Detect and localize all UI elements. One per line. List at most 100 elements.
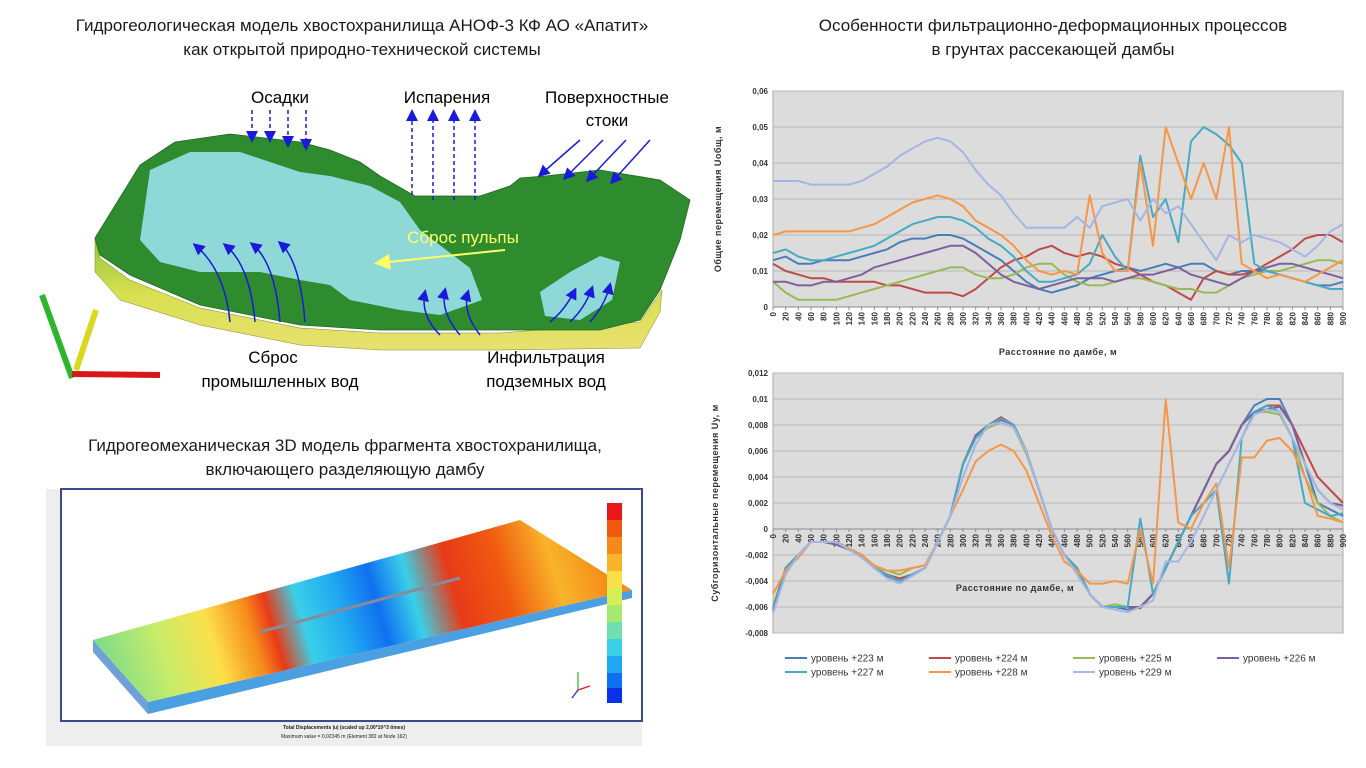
x-tick-label: 900 [1339,311,1348,325]
series-line [772,408,1344,614]
pond [140,152,482,315]
y-tick-label: 0,002 [748,499,769,508]
x-tick-label: 720 [1225,311,1234,325]
slab-top [93,520,632,702]
x-tick-label: 620 [1162,311,1171,325]
panel-title: включающего разделяющую дамбу [206,460,485,479]
x-tick-label: 380 [1010,311,1019,325]
y-axis-title: Субгоризонтальные перемещения Uy, м [710,404,720,602]
x-tick-label: 460 [1060,311,1069,325]
x-tick-label: 0 [769,311,778,316]
terrain-side [94,237,663,351]
axes-3d [39,293,161,380]
legend-label: уровень +224 м [955,654,1028,665]
x-tick-label: 420 [1035,311,1044,325]
y-tick-label: 0,012 [748,369,769,378]
x-tick-label: 340 [984,311,993,325]
x-tick-label: 60 [807,311,816,320]
x-tick-label: 120 [845,533,854,547]
x-tick-label: 180 [883,311,892,325]
x-tick-label: 760 [1250,311,1259,325]
label: Сброс [248,348,298,367]
x-tick-label: 440 [1048,533,1057,547]
arrow-pulp [374,249,506,270]
x-tick-label: 500 [1086,533,1095,547]
x-axis-title: Расстояние по дамбе, м [999,347,1117,357]
x-tick-label: 20 [782,533,791,542]
y-tick-label: 0,05 [752,123,768,132]
x-tick-label: 0 [769,533,778,538]
x-tick-label: 100 [832,533,841,547]
arrows-up [406,109,481,200]
dam [259,576,461,634]
panel-title: Особенности фильтрационно-деформационных… [819,16,1287,35]
x-tick-label: 400 [1022,533,1031,547]
x-tick-label: 540 [1111,533,1120,547]
x-tick-label: 480 [1073,311,1082,325]
x-tick-label: 340 [984,533,993,547]
x-tick-label: 560 [1124,311,1133,325]
y-tick-label: -0,008 [745,629,768,638]
series-line [772,234,1344,301]
x-tick-label: 140 [858,533,867,547]
x-tick-label: 620 [1162,533,1171,547]
y-tick-label: 0,01 [752,267,768,276]
x-tick-label: 300 [959,311,968,325]
y-tick-label: 0 [764,303,769,312]
x-tick-label: 820 [1288,533,1297,547]
x-tick-label: 20 [782,311,791,320]
legend-label: уровень +229 м [1099,668,1172,679]
x-tick-label: 880 [1326,533,1335,547]
x-tick-label: 440 [1048,311,1057,325]
x-tick-label: 380 [1010,533,1019,547]
x-tick-label: 580 [1136,311,1145,325]
x-tick-label: 180 [883,533,892,547]
x-tick-label: 720 [1225,533,1234,547]
x-tick-label: 40 [794,533,803,542]
pond [540,256,620,320]
x-tick-label: 600 [1149,311,1158,325]
x-tick-label: 200 [896,311,905,325]
x-tick-label: 860 [1314,311,1323,325]
y-tick-label: 0,03 [752,195,768,204]
x-tick-label: 600 [1149,533,1158,547]
y-tick-label: 0,02 [752,231,768,240]
x-tick-label: 540 [1111,311,1120,325]
legend-label: уровень +225 м [1099,654,1172,665]
legend-label: уровень +226 м [1243,654,1316,665]
x-tick-label: 880 [1326,311,1335,325]
x-tick-label: 160 [870,533,879,547]
label: стоки [586,111,628,130]
x-tick-label: 280 [946,533,955,547]
x-tick-label: 320 [972,533,981,547]
series-line [772,126,1344,283]
legend-label: уровень +228 м [955,668,1028,679]
x-tick-label: 900 [1339,533,1348,547]
x-tick-label: 580 [1136,533,1145,547]
hydro-model: Гидрогеологическая модель хвостохранилищ… [39,16,691,391]
arrows-down [246,110,312,151]
y-axis-title: Общие перемещения Uобщ, м [713,126,723,272]
panel-title: в грунтах рассекающей дамбы [931,40,1174,59]
x-tick-label: 120 [845,311,854,325]
label: Испарения [404,88,490,107]
x-tick-label: 780 [1263,311,1272,325]
x-tick-label: 760 [1250,533,1259,547]
x-tick-label: 100 [832,311,841,325]
x-tick-label: 840 [1301,533,1310,547]
y-tick-label: 0,004 [748,473,769,482]
x-tick-label: 240 [921,533,930,547]
x-tick-label: 300 [959,533,968,547]
label: подземных вод [486,372,606,391]
panel-title: Гидрогеомеханическая 3D модель фрагмента… [88,436,602,455]
x-tick-label: 220 [908,533,917,547]
series-line [772,126,1343,290]
x-tick-label: 460 [1060,533,1069,547]
y-tick-label: 0,04 [752,159,768,168]
x-tick-label: 480 [1073,533,1082,547]
x-tick-label: 500 [1086,311,1095,325]
y-tick-label: 0,008 [748,421,769,430]
x-tick-label: 740 [1238,311,1247,325]
